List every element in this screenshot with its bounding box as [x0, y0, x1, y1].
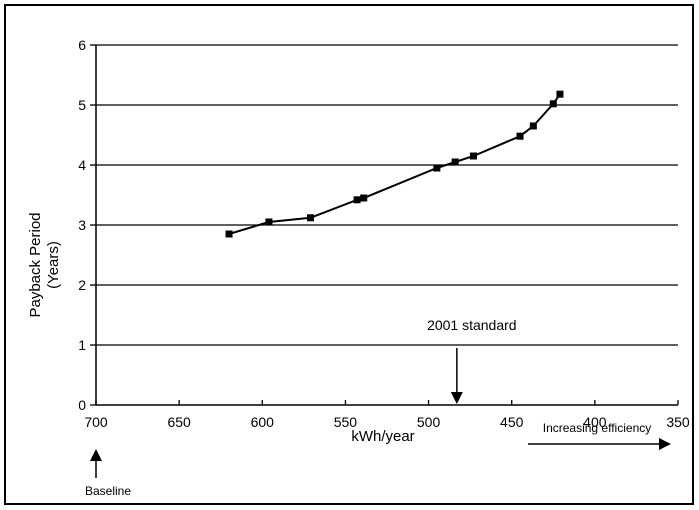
data-point-4	[360, 194, 368, 202]
y-tick-label-3: 3	[78, 217, 86, 233]
x-tick-label-600: 600	[251, 414, 275, 430]
data-point-5	[433, 164, 441, 172]
x-tick-label-500: 500	[417, 414, 441, 430]
baseline-label: Baseline	[85, 484, 131, 498]
x-tick-label-700: 700	[84, 414, 108, 430]
standard-annotation-label: 2001 standard	[427, 317, 517, 333]
efficiency-label: Increasing efficiency	[543, 421, 652, 435]
chart-frame	[4, 4, 694, 505]
y-axis-label-line2: (Years)	[45, 241, 62, 289]
series-line	[225, 90, 564, 238]
axes: 0 1 2 3 4 5 6 700 650 600 550 500 450 400 350	[78, 37, 690, 430]
y-tick-label-0: 0	[78, 397, 86, 413]
x-tick-label-450: 450	[500, 414, 524, 430]
y-tick-label-1: 1	[78, 337, 86, 353]
y-tick-label-6: 6	[78, 37, 86, 53]
data-point-7	[469, 152, 477, 160]
y-tick-label-4: 4	[78, 157, 86, 173]
data-point-0	[225, 230, 233, 238]
series-line-0	[228, 93, 561, 235]
data-point-2	[307, 214, 315, 222]
data-point-11	[556, 90, 564, 98]
data-point-10	[549, 100, 557, 108]
y-tick-label-5: 5	[78, 97, 86, 113]
x-tick-label-350: 350	[666, 414, 690, 430]
data-point-9	[529, 122, 537, 130]
y-tick-label-2: 2	[78, 277, 86, 293]
y-axis-label-line1: Payback Period	[27, 212, 44, 317]
x-tick-label-400: 400	[583, 414, 607, 430]
data-point-1	[265, 218, 273, 226]
x-axis-label: kWh/year	[351, 428, 414, 445]
data-point-3	[353, 196, 361, 204]
data-point-6	[451, 158, 459, 166]
gridlines	[96, 44, 678, 346]
x-tick-label-650: 650	[167, 414, 191, 430]
x-tick-label-550: 550	[334, 414, 358, 430]
data-point-8	[516, 132, 524, 140]
